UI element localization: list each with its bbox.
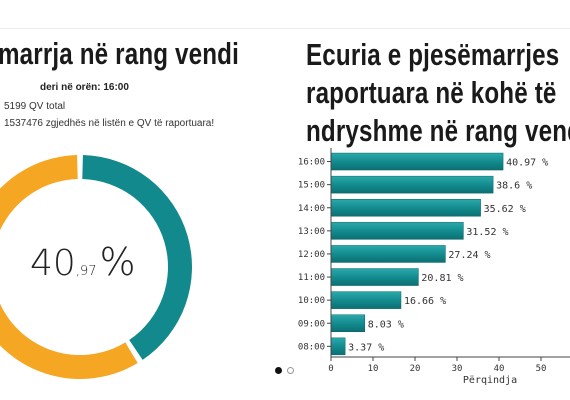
x-tick-label: 10: [368, 364, 379, 374]
right-title-line-1: Ecuria e pjesëmarrjes: [306, 37, 560, 72]
x-tick-label: 30: [452, 364, 463, 374]
x-tick-label: 50: [536, 364, 547, 374]
pager-dot-2[interactable]: [287, 367, 294, 374]
bar-0800: [330, 337, 346, 356]
bar-1300: [330, 222, 464, 240]
donut-center-label: 40,97%: [30, 240, 136, 284]
bar-value-label: 3.37 %: [348, 342, 384, 353]
polling-stations-info: 5199 QV total: [4, 101, 66, 112]
y-tick-label: 11:00: [298, 273, 325, 283]
donut-percent-sign: %: [99, 240, 136, 284]
y-tick-label: 16:00: [298, 158, 325, 168]
donut-segment-turnout: [82, 155, 193, 360]
bar-value-label: 35.62 %: [484, 204, 526, 215]
y-tick-label: 08:00: [298, 342, 325, 352]
x-tick-label: 40: [494, 364, 505, 374]
top-divider: [0, 28, 570, 29]
y-tick-label: 12:00: [298, 250, 325, 260]
donut-value-decimal: ,97: [75, 264, 97, 279]
bar-value-label: 20.81 %: [421, 273, 463, 284]
bar-0900: [330, 314, 365, 332]
x-tick-label: 20: [410, 364, 421, 374]
bar-1100: [330, 268, 419, 286]
y-tick-label: 09:00: [298, 319, 325, 329]
right-title-line-2: raportuara në kohë të: [306, 75, 557, 110]
bar-value-label: 31.52 %: [466, 227, 508, 238]
bar-value-label: 8.03 %: [368, 319, 404, 330]
x-axis-title: Përqindja: [463, 375, 517, 386]
bar-value-label: 27.24 %: [448, 250, 490, 261]
bar-1000: [330, 291, 402, 309]
bar-1200: [330, 245, 446, 263]
x-tick-label: 0: [328, 364, 333, 374]
donut-segment-remaining: [0, 155, 138, 379]
right-chart-title: Ecuria e pjesëmarrjes raportuara në kohë…: [306, 36, 570, 150]
bar-1500: [330, 175, 494, 194]
y-tick-label: 15:00: [298, 181, 325, 191]
right-title-line-3: ndryshme në rang vend: [306, 113, 570, 148]
bar-1600: [330, 152, 504, 171]
time-subtitle: deri në orën: 16:00: [40, 82, 129, 93]
y-tick-label: 14:00: [298, 204, 325, 214]
bar-value-label: 16.66 %: [404, 296, 446, 307]
y-tick-label: 13:00: [298, 227, 325, 237]
voters-info: 1537476 zgjedhës në listën e QV të rapor…: [4, 118, 215, 129]
left-chart-title: marrja në rang vendi: [0, 36, 239, 71]
bar-1400: [330, 199, 481, 217]
bar-value-label: 38.6 %: [496, 181, 532, 192]
bar-value-label: 40.97 %: [506, 158, 548, 169]
donut-value-integer: 40: [30, 243, 76, 284]
y-tick-label: 10:00: [298, 296, 325, 306]
pager-dot-1[interactable]: [275, 367, 282, 374]
